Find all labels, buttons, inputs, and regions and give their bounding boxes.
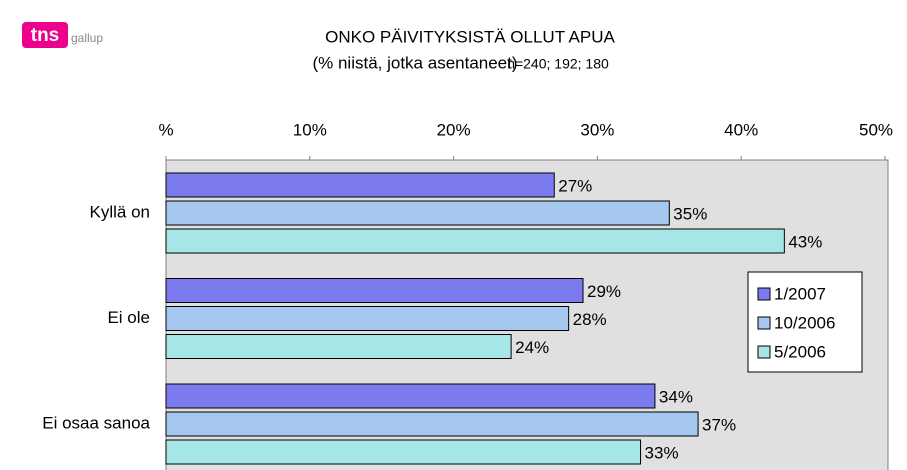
legend-label: 5/2006 [774,342,826,361]
category-label: Kyllä on [90,202,150,221]
value-label: 28% [573,310,607,329]
bar [165,172,555,198]
value-label: 27% [558,176,592,195]
category-label: Ei osaa sanoa [42,413,150,432]
value-label: 37% [702,415,736,434]
x-tick-label: 50% [859,120,893,139]
value-label: 35% [673,204,707,223]
legend-label: 10/2006 [774,313,835,332]
bar [165,411,699,437]
chart-note: n=240; 192; 180 [507,56,609,72]
x-tick-label: 10% [293,120,327,139]
legend-swatch [757,287,771,301]
chart-subtitle: (% niistä, jotka asentaneet) [312,53,517,72]
logo-name: gallup [71,31,103,45]
chart-title: ONKO PÄIVITYKSISTÄ OLLUT APUA [325,27,615,46]
legend-label: 1/2007 [774,284,826,303]
legend-swatch [757,316,771,330]
bar [165,383,656,409]
x-tick-label: 40% [724,120,758,139]
bar [165,278,584,303]
bar [165,200,670,226]
logo-badge [22,22,68,48]
bar [165,334,512,359]
category-label: Ei ole [107,308,150,327]
bar [165,306,570,331]
value-label: 34% [659,387,693,406]
value-label: 33% [645,443,679,462]
value-label: 43% [788,232,822,251]
value-label: 29% [587,282,621,301]
bar [165,228,785,254]
bar [165,439,642,465]
value-label: 24% [515,338,549,357]
logo-brand: tns [31,25,60,46]
x-tick-label: 20% [437,120,471,139]
legend-swatch [757,345,771,359]
x-tick-label: 30% [580,120,614,139]
x-tick-label: % [158,120,173,139]
